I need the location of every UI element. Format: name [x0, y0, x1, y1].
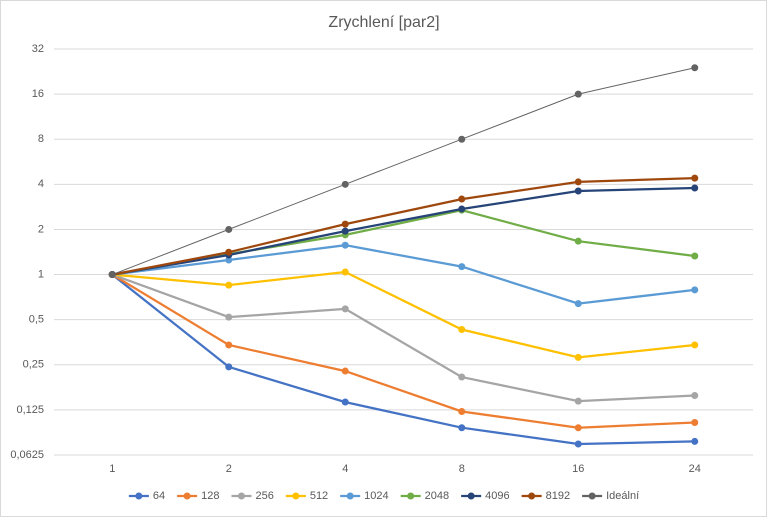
y-tick-label: 0,25	[23, 359, 44, 371]
series-line	[111, 273, 695, 429]
legend-marker	[588, 492, 596, 500]
x-tick-label: 1	[109, 463, 115, 475]
data-point	[574, 178, 582, 186]
data-point	[341, 220, 349, 228]
series-line	[111, 273, 695, 403]
data-point	[458, 424, 466, 432]
data-point	[225, 225, 233, 233]
data-point	[225, 281, 233, 289]
legend-label: 4096	[485, 490, 509, 502]
data-point	[691, 391, 699, 399]
data-point	[341, 227, 349, 235]
legend-label: 64	[153, 490, 165, 502]
legend-marker	[183, 492, 191, 500]
data-point	[458, 205, 466, 213]
legend-marker	[237, 492, 245, 500]
y-tick-label: 2	[38, 223, 44, 235]
data-point	[458, 373, 466, 381]
legend-label: 1024	[364, 490, 388, 502]
x-tick-label: 16	[572, 463, 584, 475]
legend-label: 2048	[425, 490, 449, 502]
y-tick-label: 16	[32, 88, 44, 100]
y-tick-label: 4	[38, 178, 44, 190]
x-tick-label: 24	[689, 463, 701, 475]
legend-marker	[346, 492, 354, 500]
series-line	[112, 186, 695, 276]
data-point	[691, 184, 699, 192]
y-tick-label: 32	[32, 43, 44, 55]
series-line	[112, 244, 695, 305]
data-point	[574, 90, 582, 98]
data-point	[458, 263, 466, 271]
legend-marker	[528, 492, 536, 500]
chart-title: Zrychlení [par2]	[328, 14, 439, 31]
data-point	[574, 353, 582, 361]
data-point	[691, 174, 699, 182]
series-line	[111, 273, 695, 446]
data-point	[458, 135, 466, 143]
data-point	[691, 64, 699, 72]
data-point	[691, 252, 699, 260]
data-point	[341, 305, 349, 313]
data-point	[458, 325, 466, 333]
y-tick-label: 0,5	[29, 314, 44, 326]
legend-label: Ideální	[606, 490, 639, 502]
legend-marker	[135, 492, 143, 500]
legend-marker	[407, 492, 415, 500]
data-point	[574, 187, 582, 195]
data-point	[225, 313, 233, 321]
data-point	[341, 241, 349, 249]
data-point	[108, 271, 116, 279]
data-point	[341, 268, 349, 276]
legend-label: 128	[201, 490, 219, 502]
data-point	[341, 367, 349, 375]
series-line	[112, 67, 695, 276]
y-tick-label: 0,125	[16, 404, 44, 416]
x-tick-label: 4	[342, 463, 348, 475]
data-point	[691, 437, 699, 445]
data-point	[225, 256, 233, 264]
data-point	[225, 341, 233, 349]
data-point	[574, 300, 582, 308]
x-tick-label: 2	[226, 463, 232, 475]
data-point	[691, 418, 699, 426]
x-tick-label: 8	[459, 463, 465, 475]
series-line	[112, 270, 695, 359]
y-tick-label: 0,0625	[10, 449, 44, 461]
legend-label: 256	[255, 490, 273, 502]
data-point	[341, 398, 349, 406]
data-point	[691, 286, 699, 294]
data-point	[574, 424, 582, 432]
data-point	[574, 440, 582, 448]
data-point	[341, 180, 349, 188]
legend-marker	[292, 492, 300, 500]
legend-label: 8192	[546, 490, 570, 502]
data-point	[574, 397, 582, 405]
series-line	[112, 176, 695, 276]
data-point	[691, 341, 699, 349]
data-point	[458, 407, 466, 415]
y-tick-label: 8	[38, 133, 44, 145]
data-point	[458, 195, 466, 203]
y-tick-label: 1	[38, 268, 44, 280]
legend-marker	[467, 492, 475, 500]
data-point	[574, 237, 582, 245]
data-point	[225, 248, 233, 256]
legend-label: 512	[310, 490, 328, 502]
data-point	[225, 363, 233, 371]
legend: 64 128 256 512 1024 2048 4096 8192 Ideální	[128, 490, 639, 502]
